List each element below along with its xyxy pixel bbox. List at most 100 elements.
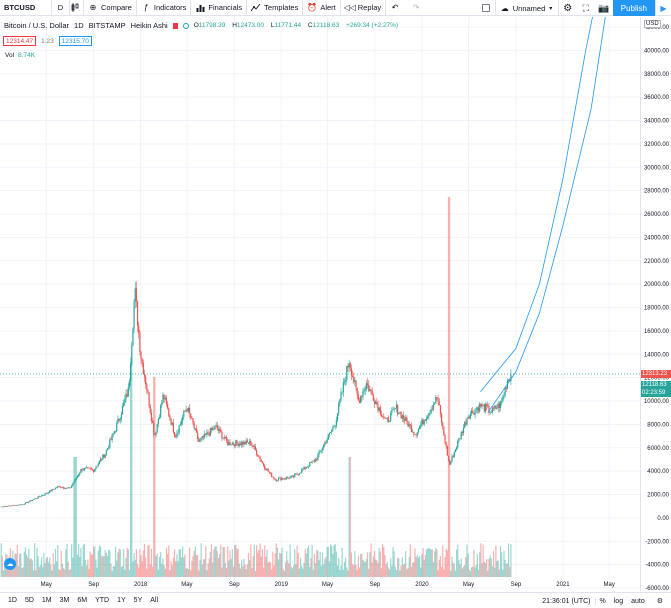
- range-1d-button[interactable]: 1D: [8, 597, 17, 604]
- candle-body: [343, 381, 346, 383]
- volume-bar: [243, 558, 245, 577]
- candle-body: [260, 459, 262, 462]
- volume-bar: [427, 548, 429, 577]
- volume-bar: [477, 569, 480, 577]
- price-axis[interactable]: [640, 17, 671, 591]
- settings-button[interactable]: ⚙: [559, 0, 577, 16]
- price-chart[interactable]: May Sep 2018 May Sep 2019 May Sep 2020 May Sep 2021…: [0, 17, 671, 591]
- volume-bar: [460, 558, 462, 577]
- volume-bar: [183, 557, 185, 577]
- volume-bar: [262, 567, 265, 577]
- volume-bar: [75, 457, 77, 577]
- time-tick-label: May: [322, 582, 333, 588]
- bid-price[interactable]: 12314.47: [3, 36, 37, 46]
- undo-button[interactable]: ↶: [386, 0, 407, 16]
- candle-body: [89, 468, 91, 469]
- volume-bar: [304, 548, 306, 577]
- candle-body: [495, 405, 497, 409]
- candle-body: [492, 407, 495, 409]
- candle-body: [482, 404, 484, 406]
- range-ytd-button[interactable]: YTD: [95, 597, 110, 604]
- financials-button[interactable]: Financials: [191, 0, 248, 16]
- chart-style-button[interactable]: [70, 0, 84, 16]
- candle-body: [243, 441, 245, 445]
- range-5d-button[interactable]: 5D: [24, 597, 34, 604]
- volume-bar: [59, 570, 61, 577]
- candle-body: [415, 434, 417, 436]
- candle-body: [473, 413, 475, 415]
- range-1m-button[interactable]: 1M: [41, 597, 52, 604]
- volume-bar: [343, 561, 346, 577]
- templates-button[interactable]: Templates: [247, 0, 304, 16]
- candle-body: [155, 431, 157, 435]
- candle-body: [201, 436, 203, 439]
- indicators-button[interactable]: ƒ Indicators: [137, 0, 192, 16]
- volume-bar: [279, 552, 281, 577]
- compare-button[interactable]: ⊕ Compare: [84, 0, 137, 16]
- candle-body: [114, 430, 117, 432]
- cloud-icon[interactable]: ☁: [4, 558, 16, 570]
- auto-scale-toggle[interactable]: auto: [631, 597, 645, 605]
- volume-bar: [398, 558, 400, 577]
- candle-body: [175, 436, 177, 438]
- volume-bar: [499, 546, 502, 577]
- candle-body: [416, 432, 418, 436]
- settings-button[interactable]: ⚙: [649, 597, 671, 605]
- symbol-search[interactable]: BTCUSD: [0, 0, 52, 16]
- volume-bar: [464, 565, 466, 577]
- log-scale-toggle[interactable]: log: [613, 597, 624, 605]
- volume-bar: [356, 570, 358, 577]
- volume-bar: [202, 559, 205, 577]
- range-1y-button[interactable]: 1Y: [117, 597, 126, 604]
- publish-button[interactable]: Publish: [612, 0, 655, 16]
- market-status-icon: [182, 22, 189, 29]
- volume-bar: [271, 569, 273, 577]
- volume-bar: [91, 554, 94, 577]
- interval-button[interactable]: D: [52, 0, 70, 16]
- clock[interactable]: 21:36:01 (UTC): [538, 597, 596, 605]
- symbol-name[interactable]: Bitcoin / U.S. Dollar: [4, 21, 70, 30]
- volume-bar: [495, 545, 497, 577]
- volume-bar: [151, 566, 154, 577]
- flag-icon[interactable]: [172, 22, 178, 29]
- time-tick-label: 2018: [134, 582, 148, 588]
- range-all-button[interactable]: All: [150, 597, 159, 604]
- redo-button[interactable]: ↷: [407, 0, 428, 16]
- candle-body: [477, 407, 480, 412]
- candle-body: [395, 404, 398, 409]
- layout-name-button[interactable]: ☁ Unnamed ▾: [494, 0, 559, 16]
- candle-body: [301, 469, 303, 473]
- alert-button[interactable]: ⏰ Alert: [303, 0, 341, 16]
- candle-body: [212, 428, 214, 431]
- range-3m-button[interactable]: 3M: [59, 597, 70, 604]
- candle-body: [72, 483, 74, 486]
- volume-bar: [482, 544, 484, 577]
- volume-bar: [214, 546, 216, 577]
- time-tick-label: Sep: [370, 582, 381, 588]
- volume-bar: [197, 555, 199, 577]
- range-5y-button[interactable]: 5Y: [133, 597, 143, 604]
- candle-body: [491, 407, 494, 413]
- candle-body: [165, 397, 168, 404]
- volume-bar: [164, 568, 166, 577]
- volume-bar: [153, 377, 155, 577]
- candle-body: [419, 426, 421, 429]
- channel-lower-line[interactable]: [487, 17, 609, 413]
- snapshot-button[interactable]: 📷: [595, 0, 613, 16]
- ask-price[interactable]: 12315.70: [58, 36, 92, 46]
- volume-bar: [73, 457, 75, 577]
- play-button[interactable]: ▶: [655, 0, 671, 16]
- channel-upper-line[interactable]: [480, 17, 598, 392]
- price-tick-label: 40000.00: [644, 48, 670, 54]
- replay-button[interactable]: ◁◁ Replay: [341, 0, 387, 16]
- percent-scale-toggle[interactable]: %: [599, 597, 606, 605]
- volume-bar: [43, 553, 45, 577]
- fullscreen-button[interactable]: ⛶: [577, 0, 595, 16]
- candle-body: [377, 404, 379, 411]
- volume-bar: [206, 570, 208, 577]
- volume-bar: [118, 548, 120, 577]
- multi-chart-checkbox[interactable]: [477, 0, 495, 16]
- range-6m-button[interactable]: 6M: [77, 597, 88, 604]
- volume-bar: [487, 570, 489, 577]
- candle-body: [171, 422, 173, 425]
